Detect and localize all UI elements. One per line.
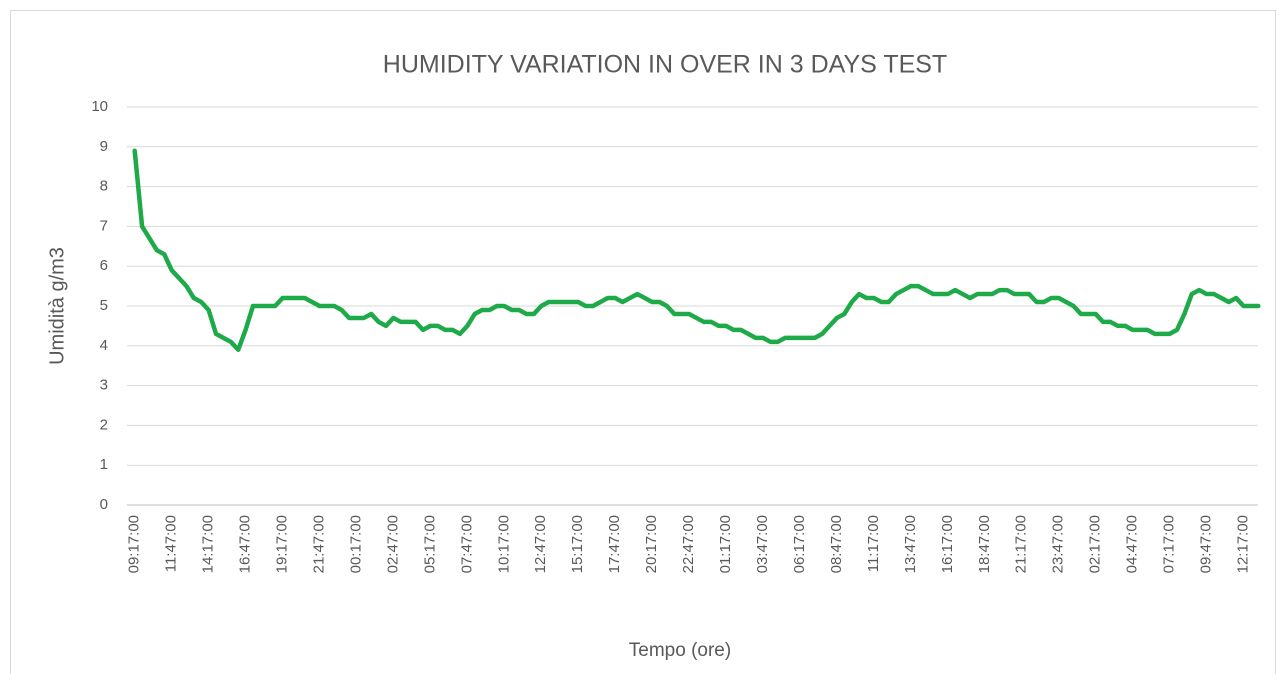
y-tick-label: 6 [100, 257, 108, 274]
x-tick-label: 02:47:00 [384, 515, 401, 573]
x-tick-label: 21:17:00 [1013, 515, 1030, 573]
chart-title: HUMIDITY VARIATION IN OVER IN 3 DAYS TES… [383, 51, 947, 79]
x-tick-label: 07:17:00 [1161, 515, 1178, 573]
x-tick-label: 05:17:00 [421, 515, 438, 573]
x-tick-label: 21:47:00 [310, 515, 327, 573]
data-line [132, 148, 1261, 353]
y-tick-label: 2 [100, 416, 108, 433]
x-tick-label: 09:47:00 [1198, 515, 1215, 573]
x-tick-label: 17:47:00 [606, 515, 623, 573]
chart-border [10, 10, 1276, 674]
x-tick-label: 04:47:00 [1124, 515, 1141, 573]
y-tick-label: 5 [100, 297, 108, 314]
x-tick-label: 06:17:00 [791, 515, 808, 573]
y-tick-label: 8 [100, 178, 108, 195]
y-tick-label: 9 [100, 138, 108, 155]
x-tick-label: 10:17:00 [495, 515, 512, 573]
x-tick-label: 13:47:00 [902, 515, 919, 573]
x-tick-label: 07:47:00 [458, 515, 475, 573]
x-tick-label: 01:17:00 [717, 515, 734, 573]
y-tick-label: 7 [100, 217, 108, 234]
x-tick-label: 18:47:00 [976, 515, 993, 573]
x-tick-label: 19:17:00 [274, 515, 291, 573]
x-tick-label: 14:17:00 [200, 515, 217, 573]
x-tick-label: 11:47:00 [163, 515, 180, 572]
x-tick-label: 12:47:00 [532, 515, 549, 573]
y-tick-label: 3 [100, 377, 108, 394]
y-axis-title: Umidità g/m3 [46, 247, 68, 365]
x-tick-label: 11:17:00 [865, 515, 882, 572]
x-axis-title: Tempo (ore) [629, 640, 731, 661]
x-tick-label: 22:47:00 [680, 515, 697, 573]
x-tick-label: 02:17:00 [1087, 515, 1104, 573]
x-tick-label: 12:17:00 [1234, 515, 1251, 573]
x-tick-label: 15:17:00 [569, 515, 586, 573]
x-tick-label: 16:47:00 [237, 515, 254, 573]
y-tick-label: 0 [100, 496, 108, 513]
y-tick-label: 10 [91, 98, 108, 115]
x-tick-label: 08:47:00 [828, 515, 845, 573]
x-tick-label: 20:17:00 [643, 515, 660, 573]
y-tick-label: 1 [100, 456, 108, 473]
y-tick-label: 4 [100, 337, 108, 354]
x-tick-label: 09:17:00 [126, 515, 143, 573]
x-tick-label: 16:17:00 [939, 515, 956, 573]
x-tick-label: 23:47:00 [1050, 515, 1067, 573]
x-tick-label: 00:17:00 [347, 515, 364, 573]
x-tick-label: 03:47:00 [754, 515, 771, 573]
